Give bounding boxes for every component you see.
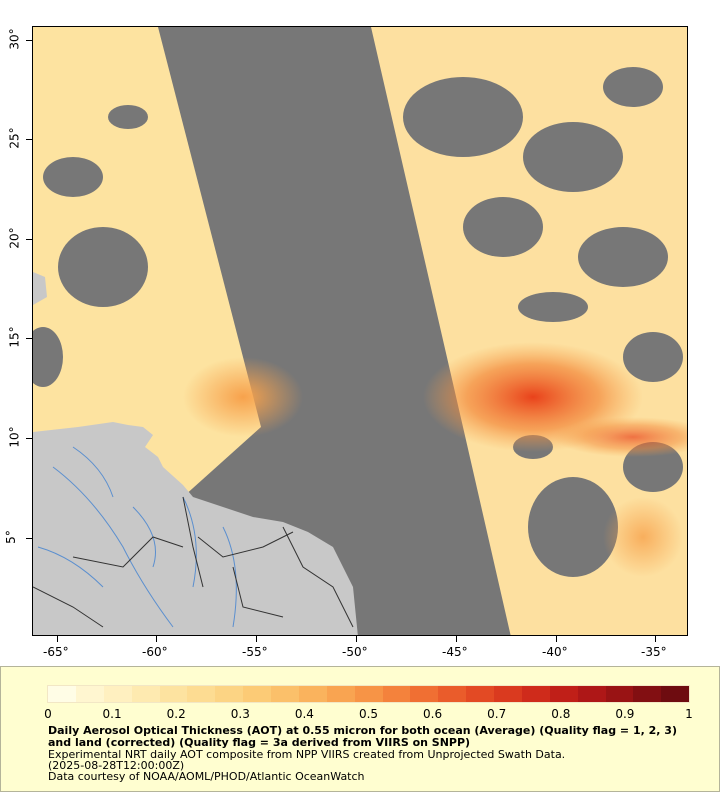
colorbar-tick-label: 0.8 <box>551 707 571 721</box>
colorbar-swatch <box>382 686 411 702</box>
x-tick <box>256 636 257 642</box>
y-tick <box>26 338 32 339</box>
y-tick-label: 20° <box>7 227 22 249</box>
x-tick <box>456 636 457 642</box>
x-tick-label: -35° <box>641 645 667 659</box>
land-south-america <box>33 422 358 635</box>
colorbar-tick-label: 0.6 <box>423 707 443 721</box>
colorbar-swatch <box>48 686 76 702</box>
colorbar-swatch <box>271 686 299 702</box>
y-tick <box>26 139 32 140</box>
colorbar-swatch <box>298 686 327 702</box>
y-tick-label: 15° <box>7 326 22 348</box>
colorbar-swatch <box>494 686 522 702</box>
colorbar-swatch <box>549 686 578 702</box>
x-tick-label: -45° <box>442 645 468 659</box>
x-tick-label: -55° <box>242 645 268 659</box>
colorbar-swatch <box>438 686 467 702</box>
legend-title: Daily Aerosol Optical Thickness (AOT) at… <box>48 724 677 749</box>
legend-description: Experimental NRT daily AOT composite fro… <box>48 748 566 761</box>
colorbar-swatch <box>159 686 188 702</box>
colorbar-tick-label: 0.1 <box>102 707 122 721</box>
x-tick-label: -40° <box>542 645 568 659</box>
colorbar-swatch <box>521 686 550 702</box>
colorbar-swatch <box>466 686 494 702</box>
x-tick-label: -50° <box>342 645 368 659</box>
colorbar-swatch <box>354 686 383 702</box>
colorbar-tick-label: 0.3 <box>230 707 250 721</box>
colorbar-tick-label: 0.2 <box>166 707 186 721</box>
x-tick-label: -60° <box>142 645 168 659</box>
colorbar-swatch <box>215 686 244 702</box>
colorbar-swatch <box>75 686 104 702</box>
y-tick-label: 30° <box>7 28 22 50</box>
y-tick-label: 5° <box>3 530 18 544</box>
y-tick <box>26 40 32 41</box>
y-tick <box>26 239 32 240</box>
borders <box>33 496 354 628</box>
legend-date: (2025-08-28T12:00:00Z) <box>48 759 185 772</box>
land-caribbean <box>33 272 47 305</box>
y-tick <box>26 538 32 539</box>
legend-credit: Data courtesy of NOAA/AOML/PHOD/Atlantic… <box>48 770 365 783</box>
colorbar-swatch <box>326 686 355 702</box>
map-plot-area[interactable] <box>32 26 688 636</box>
colorbar-swatch <box>605 686 634 702</box>
x-tick <box>356 636 357 642</box>
colorbar-swatch <box>131 686 160 702</box>
colorbar-swatch <box>103 686 132 702</box>
y-tick-label: 10° <box>7 426 22 448</box>
x-tick <box>57 636 58 642</box>
colorbar-swatch <box>187 686 216 702</box>
colorbar-tick-label: 0.5 <box>358 707 379 721</box>
colorbar <box>47 685 690 703</box>
colorbar-tick-label: 0.4 <box>294 707 314 721</box>
colorbar-tick-label: 1 <box>685 707 693 721</box>
colorbar-tick-label: 0.7 <box>487 707 507 721</box>
colorbar-tick-label: 0 <box>44 707 52 721</box>
colorbar-tick-label: 0.9 <box>615 707 635 721</box>
colorbar-swatch <box>243 686 271 702</box>
x-tick <box>156 636 157 642</box>
legend-panel: 0 0.1 0.2 0.3 0.4 0.5 0.6 0.7 0.8 0.9 1 Daily Aero… <box>0 666 720 792</box>
aot-map-canvas <box>33 27 687 635</box>
y-tick-label: 25° <box>7 127 22 149</box>
x-tick <box>556 636 557 642</box>
colorbar-swatch <box>410 686 439 702</box>
y-tick <box>26 438 32 439</box>
colorbar-swatch <box>661 686 690 702</box>
cloud-gaps <box>33 67 683 577</box>
colorbar-swatch <box>633 686 662 702</box>
x-tick-label: -65° <box>43 645 69 659</box>
colorbar-swatch <box>577 686 606 702</box>
x-tick <box>655 636 656 642</box>
